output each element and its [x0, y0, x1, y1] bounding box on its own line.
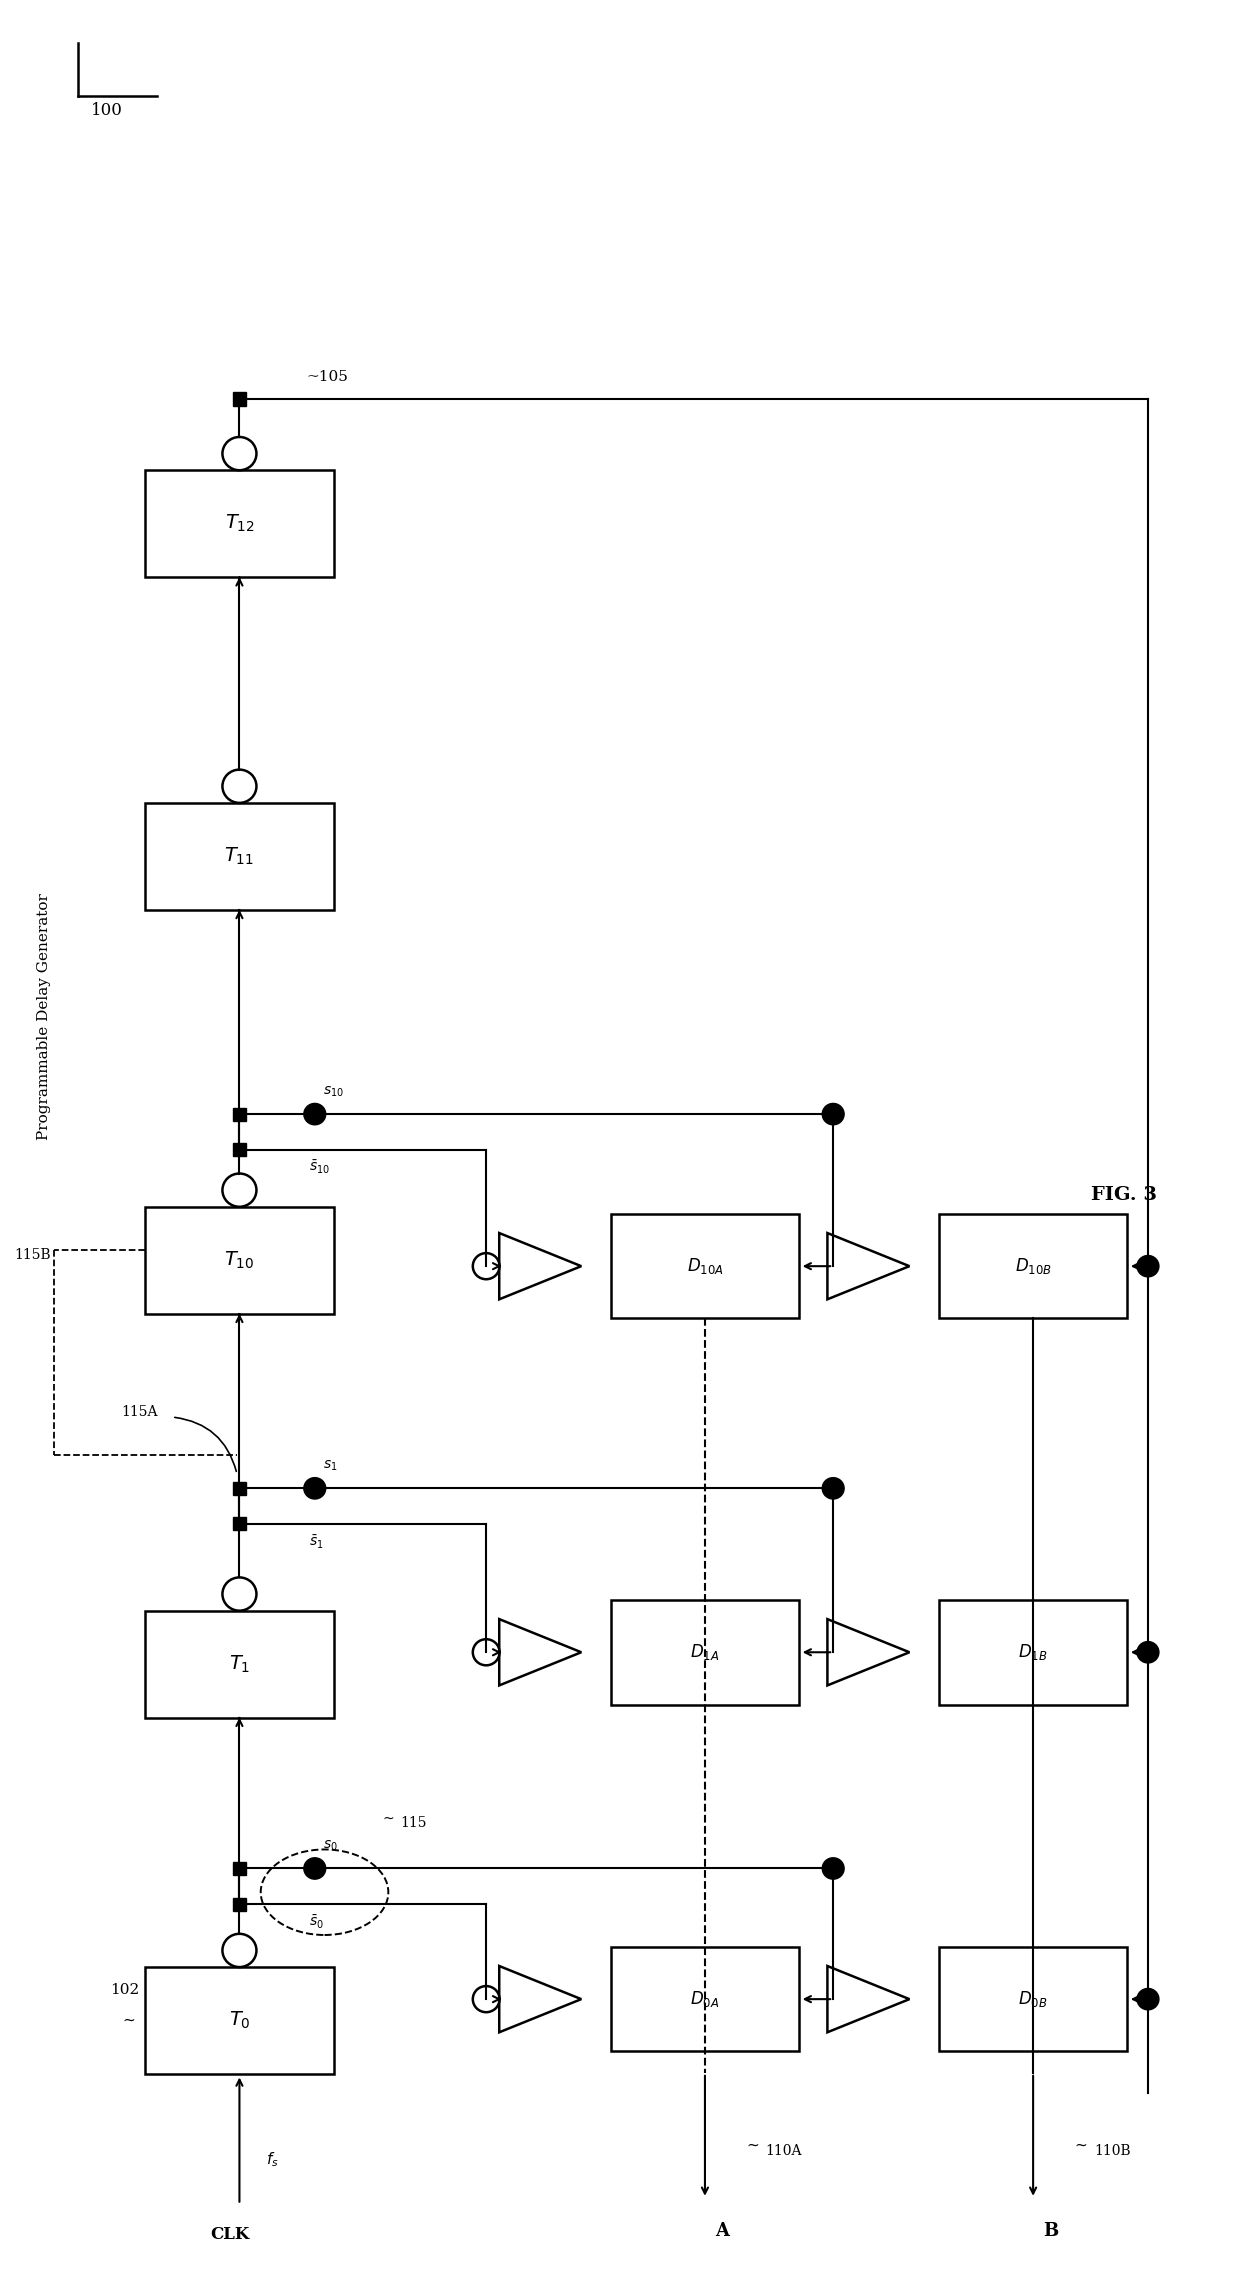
- Circle shape: [1137, 1256, 1159, 1276]
- Circle shape: [304, 1478, 326, 1499]
- Text: FIG. 3: FIG. 3: [1091, 1185, 1157, 1204]
- Bar: [233, 1862, 246, 1876]
- Text: $D_{0B}$: $D_{0B}$: [1018, 1989, 1048, 2010]
- Text: 115A: 115A: [122, 1406, 157, 1419]
- Circle shape: [304, 1858, 326, 1878]
- Text: ~105: ~105: [306, 370, 348, 384]
- Text: $T_{11}$: $T_{11}$: [224, 845, 254, 868]
- Bar: [233, 393, 246, 407]
- Bar: [233, 1899, 246, 1910]
- Text: CLK: CLK: [210, 2226, 249, 2244]
- Text: $D_{1A}$: $D_{1A}$: [691, 1642, 719, 1662]
- Text: $D_{1B}$: $D_{1B}$: [1018, 1642, 1048, 1662]
- Text: B: B: [1043, 2221, 1058, 2239]
- Bar: [145, 804, 334, 911]
- Text: $\bar{s}_0$: $\bar{s}_0$: [309, 1914, 324, 1930]
- Bar: [145, 1206, 334, 1313]
- Circle shape: [822, 1104, 844, 1124]
- Bar: [939, 1601, 1127, 1706]
- Text: $T_{10}$: $T_{10}$: [224, 1249, 254, 1272]
- Circle shape: [1137, 1642, 1159, 1662]
- Text: 110B: 110B: [1094, 2144, 1131, 2157]
- Bar: [939, 1215, 1127, 1319]
- Text: $s_1$: $s_1$: [324, 1458, 337, 1474]
- Bar: [233, 1142, 246, 1156]
- Bar: [611, 1215, 799, 1319]
- Text: $D_{10B}$: $D_{10B}$: [1014, 1256, 1052, 1276]
- Text: 110A: 110A: [766, 2144, 802, 2157]
- Text: $T_{12}$: $T_{12}$: [224, 513, 254, 534]
- Bar: [611, 1601, 799, 1706]
- Bar: [233, 1108, 246, 1120]
- Circle shape: [822, 1858, 844, 1878]
- Bar: [145, 1610, 334, 1717]
- Text: 100: 100: [91, 102, 123, 118]
- Text: $s_{10}$: $s_{10}$: [324, 1083, 345, 1099]
- Text: $D_{0A}$: $D_{0A}$: [691, 1989, 719, 2010]
- Circle shape: [304, 1104, 326, 1124]
- Text: $\bar{s}_1$: $\bar{s}_1$: [309, 1533, 324, 1551]
- Text: $\bar{s}_{10}$: $\bar{s}_{10}$: [309, 1158, 330, 1176]
- Text: ~: ~: [1074, 2137, 1087, 2153]
- Text: $s_0$: $s_0$: [324, 1840, 339, 1853]
- Text: 102: 102: [110, 1983, 139, 1996]
- Text: $T_1$: $T_1$: [229, 1653, 250, 1674]
- Text: ~: ~: [123, 2012, 135, 2028]
- Bar: [233, 1481, 246, 1494]
- Bar: [939, 1946, 1127, 2051]
- Circle shape: [822, 1478, 844, 1499]
- Text: $f_s$: $f_s$: [267, 2151, 279, 2169]
- Bar: [233, 1517, 246, 1531]
- Bar: [145, 470, 334, 577]
- Text: A: A: [714, 2221, 729, 2239]
- Text: 115: 115: [399, 1817, 427, 1830]
- Circle shape: [1137, 1989, 1159, 2010]
- Bar: [611, 1946, 799, 2051]
- Text: 115B: 115B: [14, 1249, 51, 1263]
- Text: Programmable Delay Generator: Programmable Delay Generator: [37, 893, 51, 1140]
- Text: $T_0$: $T_0$: [228, 2010, 250, 2030]
- Bar: [145, 1967, 334, 2073]
- Text: ~: ~: [746, 2137, 759, 2153]
- Text: $D_{10A}$: $D_{10A}$: [687, 1256, 723, 1276]
- Text: ~: ~: [383, 1812, 394, 1826]
